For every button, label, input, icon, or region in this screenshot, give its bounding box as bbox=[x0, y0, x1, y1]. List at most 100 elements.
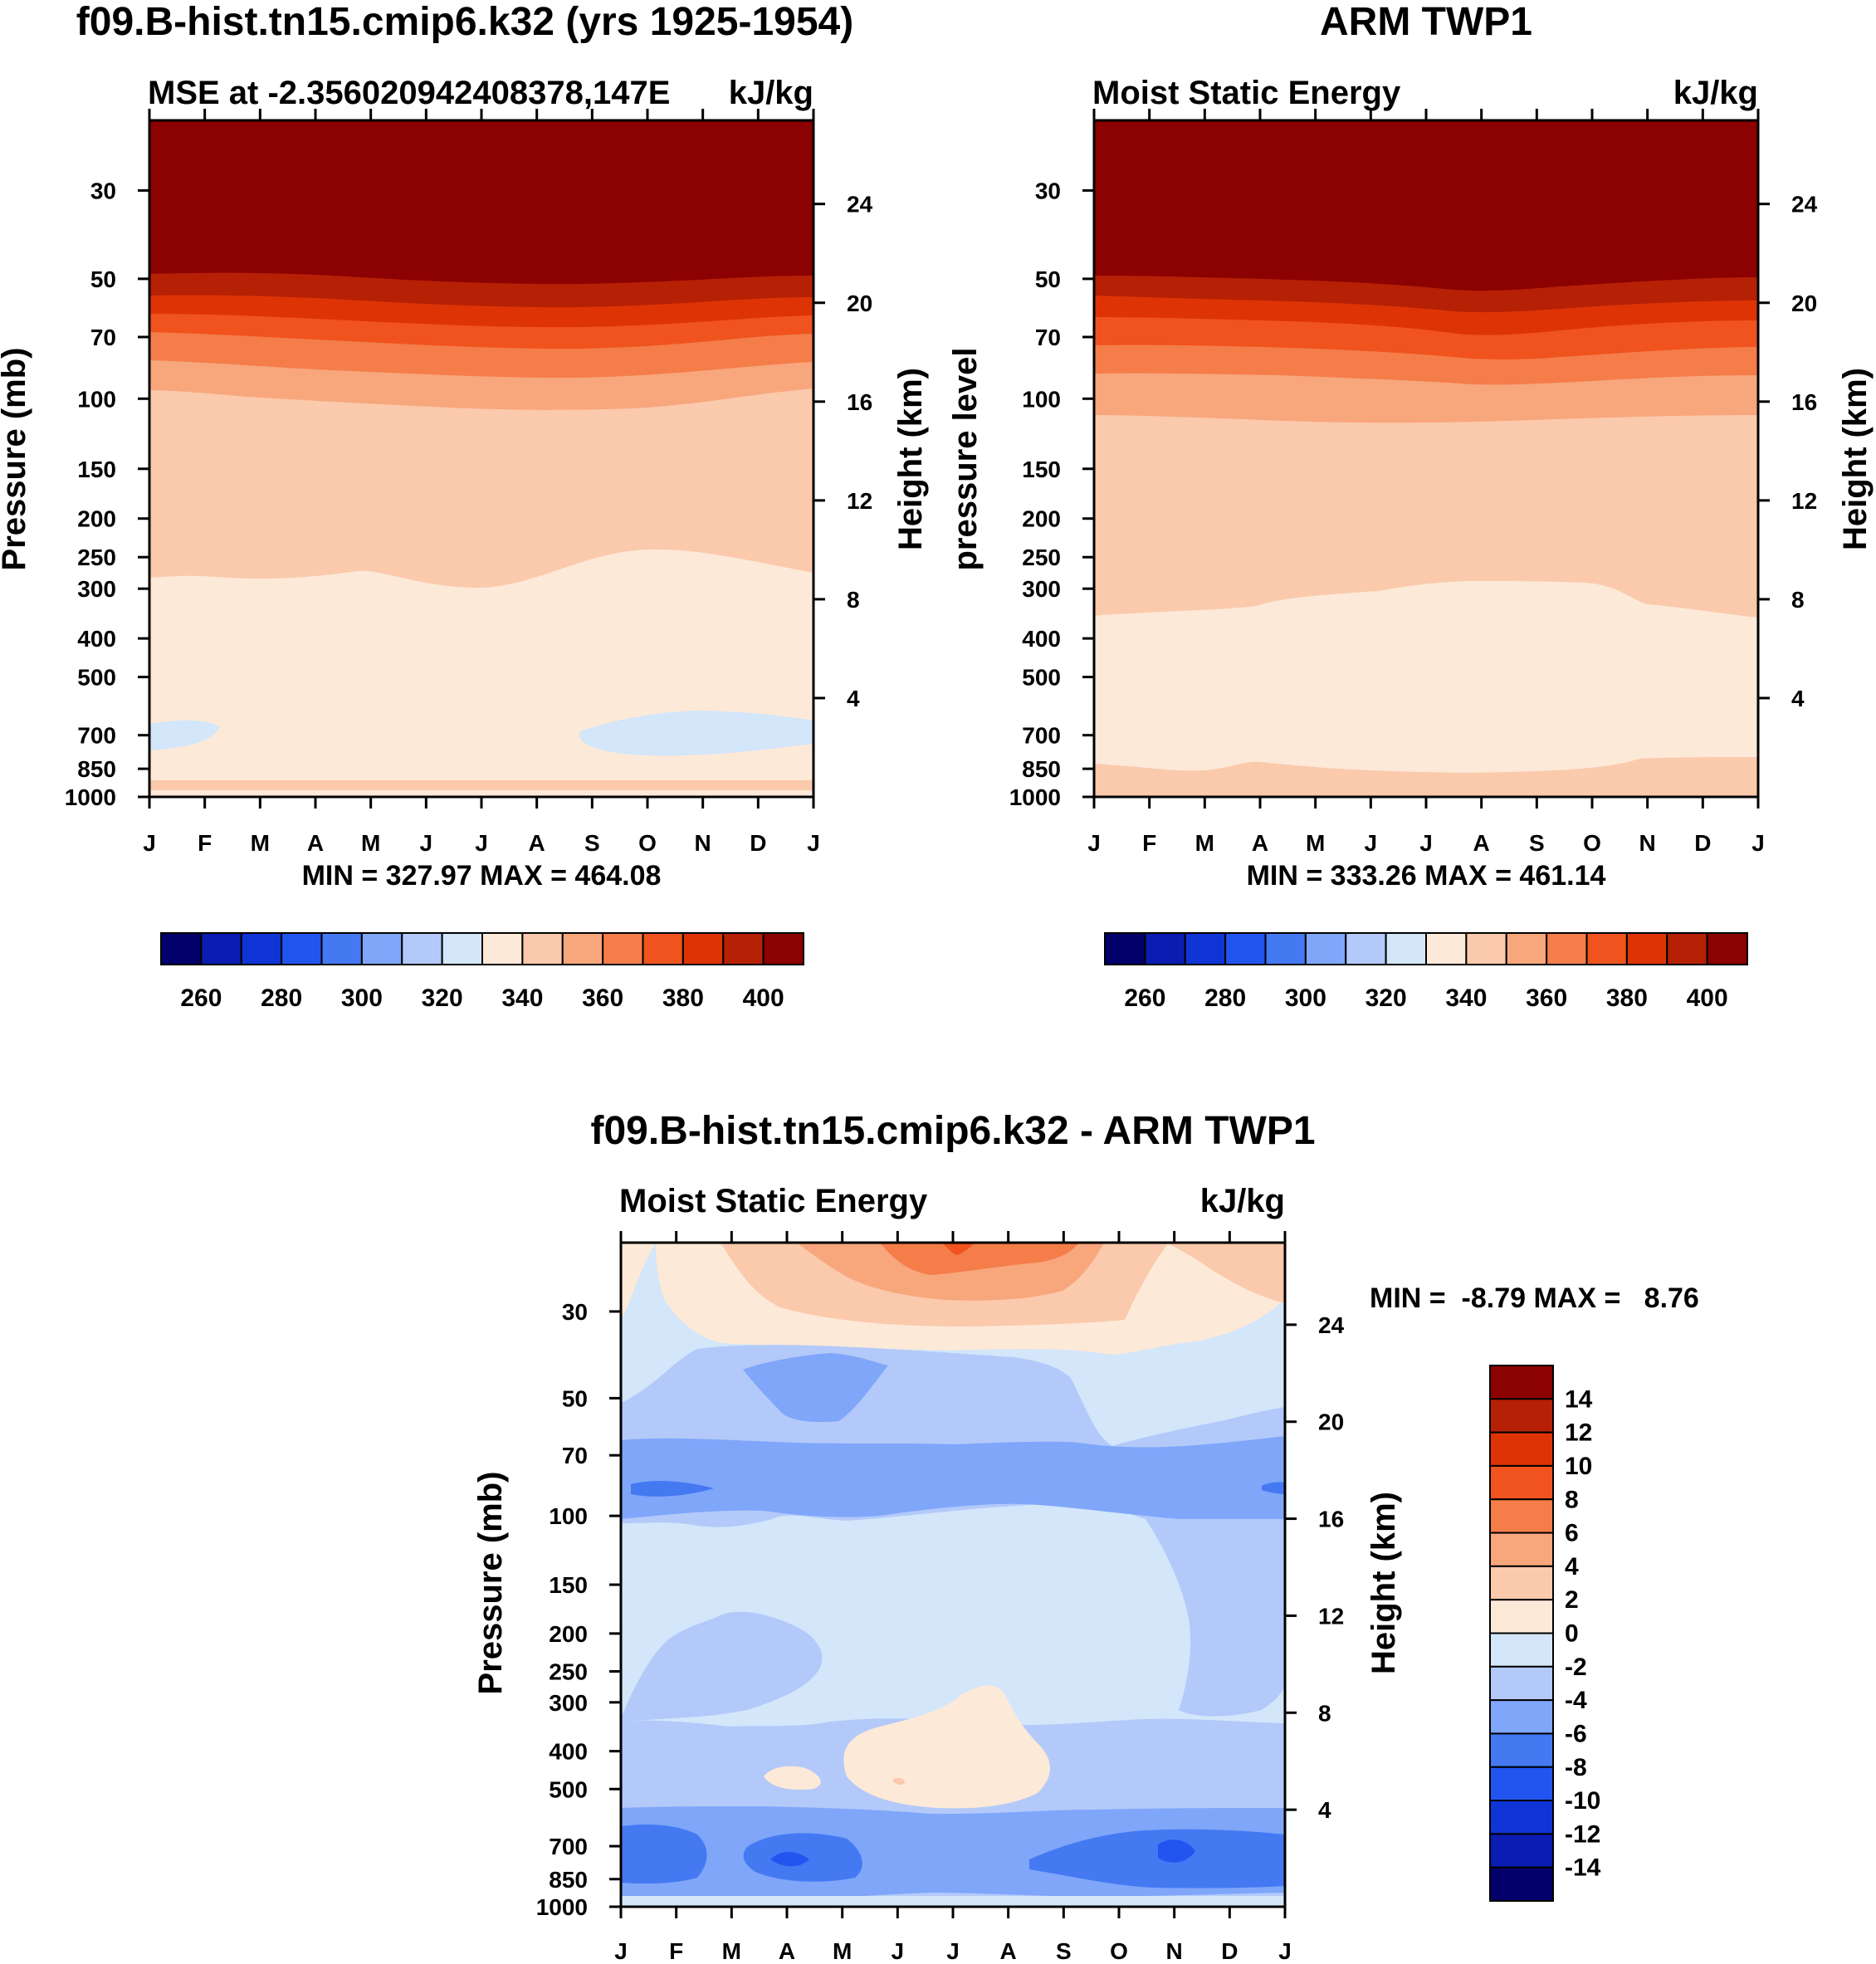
x-tick-label: M bbox=[361, 830, 380, 856]
colorbar-swatch bbox=[1666, 932, 1708, 965]
band-neg2-4-low-left bbox=[621, 1611, 823, 1722]
colorbar-label: 380 bbox=[662, 984, 704, 1012]
y-tick-label: 200 bbox=[77, 506, 116, 532]
colorbar-swatch bbox=[561, 932, 604, 965]
panel-model-units: kJ/kg bbox=[729, 75, 813, 111]
y-tick-right-label: 4 bbox=[847, 686, 860, 711]
x-tick-label: N bbox=[695, 830, 711, 856]
colorbar-label: 260 bbox=[1124, 984, 1165, 1012]
band-340-350-surface bbox=[1094, 757, 1758, 797]
y-tick-right-label: 12 bbox=[1318, 1603, 1344, 1629]
y-tick-right-label: 4 bbox=[1791, 686, 1805, 711]
y-tick-label: 1000 bbox=[1009, 784, 1061, 810]
colorbar-label: -12 bbox=[1565, 1820, 1600, 1848]
x-tick-label: O bbox=[638, 830, 657, 856]
y-tick-label: 150 bbox=[77, 457, 116, 482]
y-tick-label: 200 bbox=[549, 1621, 588, 1647]
colorbar-swatch bbox=[1489, 1498, 1554, 1534]
y-tick-label: 50 bbox=[90, 266, 116, 292]
colorbar-swatch bbox=[1489, 1833, 1554, 1869]
x-tick-label: A bbox=[529, 830, 545, 856]
panel-obs-ylabel: pressure level bbox=[947, 347, 984, 570]
y-tick-label: 300 bbox=[1022, 576, 1061, 602]
panel-obs-ylabel-right: Height (km) bbox=[1837, 368, 1874, 550]
y-tick-label: 30 bbox=[90, 178, 116, 203]
colorbar-swatch bbox=[1184, 932, 1227, 965]
panel-diff-ylabel: Pressure (mb) bbox=[472, 1472, 509, 1695]
x-tick-label: F bbox=[669, 1938, 683, 1964]
colorbar-label: 260 bbox=[180, 984, 222, 1012]
panel-model-ylabel: Pressure (mb) bbox=[0, 348, 32, 571]
x-tick-label: J bbox=[1419, 830, 1433, 856]
x-tick-label: A bbox=[1000, 1938, 1017, 1964]
colorbar-swatch bbox=[1489, 1565, 1554, 1601]
panel-obs-contours bbox=[1094, 120, 1758, 797]
y-tick-right-label: 16 bbox=[1318, 1507, 1344, 1532]
colorbar-swatch bbox=[200, 932, 242, 965]
colorbar-swatch bbox=[1489, 1766, 1554, 1802]
x-tick-label: S bbox=[1529, 830, 1545, 856]
colorbar-label: 14 bbox=[1565, 1385, 1593, 1413]
colorbar-label: 12 bbox=[1565, 1419, 1592, 1447]
panel-obs-colorbar: 260 280 300 320 340 360 380 400 bbox=[1104, 932, 1748, 1012]
y-tick-label: 300 bbox=[77, 576, 116, 602]
y-tick-right-label: 20 bbox=[1791, 291, 1817, 316]
colorbar-swatch bbox=[1625, 932, 1668, 965]
band-neg0-2-surface bbox=[621, 1896, 1285, 1907]
y-tick-label: 850 bbox=[1022, 756, 1061, 782]
y-tick-label: 1000 bbox=[536, 1894, 588, 1920]
y-tick-label: 150 bbox=[549, 1572, 588, 1598]
colorbar-label: 360 bbox=[582, 984, 623, 1012]
colorbar-swatch bbox=[1489, 1599, 1554, 1634]
colorbar-swatch bbox=[1489, 1665, 1554, 1702]
colorbar-label: 2 bbox=[1565, 1586, 1579, 1614]
panel-diff: f09.B-hist.tn15.cmip6.k32 - ARM TWP1 Moi… bbox=[472, 1109, 1699, 1964]
y-tick-label: 400 bbox=[1022, 626, 1061, 652]
band-0-2-lower-small bbox=[764, 1766, 821, 1791]
y-tick-label: 850 bbox=[77, 756, 116, 782]
x-tick-label: J bbox=[1087, 830, 1101, 856]
y-tick-label: 700 bbox=[77, 723, 116, 749]
y-tick-label: 500 bbox=[1022, 665, 1061, 691]
y-tick-label: 500 bbox=[549, 1776, 588, 1802]
y-tick-label: 100 bbox=[549, 1503, 588, 1529]
panel-diff-left-string: Moist Static Energy bbox=[619, 1183, 928, 1219]
band-neg2-4-right-col bbox=[1146, 1519, 1285, 1717]
colorbar-swatch bbox=[521, 932, 564, 965]
y-tick-label: 70 bbox=[562, 1443, 588, 1468]
y-tick-right-label: 20 bbox=[847, 291, 872, 316]
y-tick-label: 250 bbox=[77, 545, 116, 570]
colorbar-label: 0 bbox=[1565, 1620, 1579, 1648]
band-neg8-10-surface-right bbox=[1158, 1839, 1195, 1863]
x-tick-label: J bbox=[1365, 830, 1378, 856]
x-tick-label: J bbox=[892, 1938, 905, 1964]
x-tick-label: M bbox=[1306, 830, 1325, 856]
band-surface-warm bbox=[149, 780, 813, 790]
band-neg6-8-100mb-left bbox=[631, 1480, 714, 1497]
colorbar-swatch bbox=[1489, 1699, 1554, 1735]
panel-diff-contours bbox=[621, 1243, 1285, 1907]
y-tick-label: 700 bbox=[549, 1834, 588, 1859]
y-tick-right-label: 8 bbox=[1318, 1700, 1331, 1726]
colorbar-label: 380 bbox=[1606, 984, 1648, 1012]
colorbar-swatch bbox=[1489, 1632, 1554, 1668]
band-above-400 bbox=[149, 120, 813, 285]
y-tick-label: 70 bbox=[1035, 325, 1061, 350]
colorbar-swatch bbox=[1224, 932, 1267, 965]
colorbar-swatch bbox=[1585, 932, 1628, 965]
colorbar-label: -14 bbox=[1565, 1854, 1601, 1882]
x-tick-label: F bbox=[1142, 830, 1156, 856]
colorbar-swatch bbox=[481, 932, 524, 965]
x-tick-label: M bbox=[1195, 830, 1214, 856]
colorbar-swatch bbox=[1144, 932, 1186, 965]
colorbar-swatch bbox=[1489, 1398, 1554, 1434]
y-tick-right-label: 8 bbox=[847, 587, 860, 613]
x-tick-label: J bbox=[614, 1938, 628, 1964]
y-tick-right-label: 20 bbox=[1318, 1409, 1344, 1435]
band-320-330-right bbox=[579, 711, 813, 756]
x-tick-label: A bbox=[307, 830, 324, 856]
y-tick-right-label: 16 bbox=[1791, 389, 1817, 415]
